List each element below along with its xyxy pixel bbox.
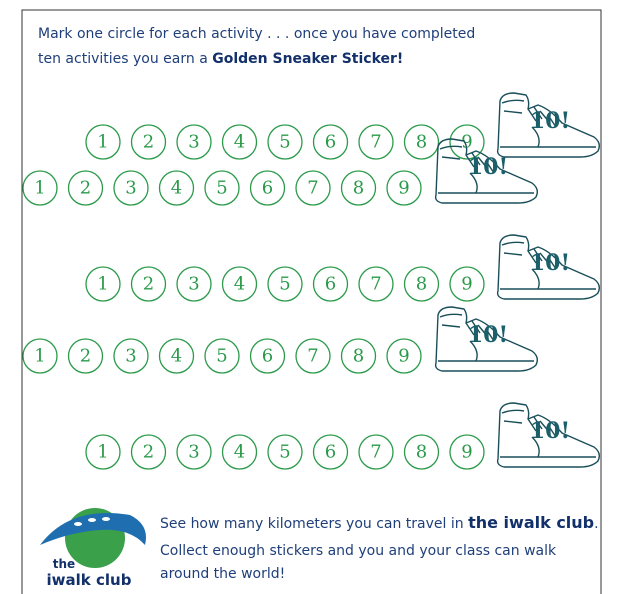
- activity-number: 5: [279, 442, 290, 463]
- logo: the iwalk club: [40, 508, 146, 589]
- activity-number: 1: [97, 274, 108, 295]
- sneaker-collar: [502, 100, 524, 113]
- activity-number: 2: [80, 346, 91, 367]
- sneaker-label: 10!: [468, 154, 508, 180]
- activity-number: 3: [188, 442, 199, 463]
- frame: [22, 10, 601, 594]
- activity-number: 2: [143, 274, 154, 295]
- activity-number: 6: [325, 274, 336, 295]
- footer-line: around the world!: [160, 566, 285, 582]
- sneaker-label: 10!: [468, 322, 508, 348]
- worksheet: Mark one circle for each activity . . . …: [0, 0, 621, 594]
- activity-number: 9: [461, 274, 472, 295]
- activity-number: 9: [398, 346, 409, 367]
- footer-text: See how many kilometers you can travel i…: [160, 516, 464, 532]
- activity-number: 5: [279, 132, 290, 153]
- sneaker-collar: [440, 314, 462, 327]
- header-highlight: Golden Sneaker Sticker!: [212, 51, 403, 67]
- activity-number: 2: [143, 132, 154, 153]
- activity-number: 8: [353, 178, 364, 199]
- activity-number: 4: [171, 346, 182, 367]
- activity-number: 7: [370, 274, 381, 295]
- activity-number: 1: [97, 132, 108, 153]
- activity-number: 3: [125, 346, 136, 367]
- activity-number: 1: [34, 346, 45, 367]
- sneaker-label: 10!: [530, 418, 570, 444]
- activity-number: 8: [353, 346, 364, 367]
- logo-text: iwalk club: [47, 571, 132, 589]
- activity-number: 6: [325, 442, 336, 463]
- sneaker: 10!: [498, 403, 600, 467]
- sneaker-label: 10!: [530, 250, 570, 276]
- footer-line: Collect enough stickers and you and your…: [160, 543, 557, 559]
- footer-brand: the iwalk club: [468, 513, 594, 532]
- activity-number: 8: [416, 132, 427, 153]
- sneaker: 10!: [436, 307, 538, 371]
- activity-row: 1 2 3 4 5 6 7 8 9 10!: [86, 403, 599, 469]
- activity-number: 9: [398, 178, 409, 199]
- activity-number: 3: [125, 178, 136, 199]
- sneaker-label: 10!: [530, 108, 570, 134]
- activity-number: 1: [34, 178, 45, 199]
- activity-number: 7: [307, 346, 318, 367]
- activity-number: 5: [216, 346, 227, 367]
- activity-number: 3: [188, 274, 199, 295]
- activity-number: 6: [325, 132, 336, 153]
- sneaker: 10!: [498, 93, 600, 157]
- activity-number: 5: [216, 178, 227, 199]
- activity-number: 4: [234, 132, 245, 153]
- activity-number: 5: [279, 274, 290, 295]
- activity-number: 8: [416, 274, 427, 295]
- activity-row: 1 2 3 4 5 6 7 8 9 10!: [86, 235, 599, 301]
- sneaker: 10!: [498, 235, 600, 299]
- activity-number: 4: [234, 274, 245, 295]
- activity-number: 2: [143, 442, 154, 463]
- sneaker-collar: [502, 410, 524, 423]
- activity-number: 8: [416, 442, 427, 463]
- activity-number: 7: [307, 178, 318, 199]
- activity-number: 6: [262, 178, 273, 199]
- activity-number: 7: [370, 132, 381, 153]
- activity-number: 6: [262, 346, 273, 367]
- activity-row: 1 2 3 4 5 6 7 8 9 10!: [23, 307, 537, 373]
- header-line: ten activities you earn a Golden Sneaker…: [38, 51, 403, 67]
- activity-number: 4: [171, 178, 182, 199]
- footer-text: .: [594, 516, 598, 532]
- header-text: ten activities you earn a: [38, 51, 208, 67]
- activity-number: 9: [461, 442, 472, 463]
- activity-number: 2: [80, 178, 91, 199]
- activity-number: 7: [370, 442, 381, 463]
- activity-number: 3: [188, 132, 199, 153]
- logo-text: the: [53, 557, 75, 571]
- activity-number: 4: [234, 442, 245, 463]
- footer-line: See how many kilometers you can travel i…: [160, 513, 599, 532]
- sneaker-collar: [502, 242, 524, 255]
- activity-number: 1: [97, 442, 108, 463]
- header-line: Mark one circle for each activity . . . …: [38, 26, 475, 42]
